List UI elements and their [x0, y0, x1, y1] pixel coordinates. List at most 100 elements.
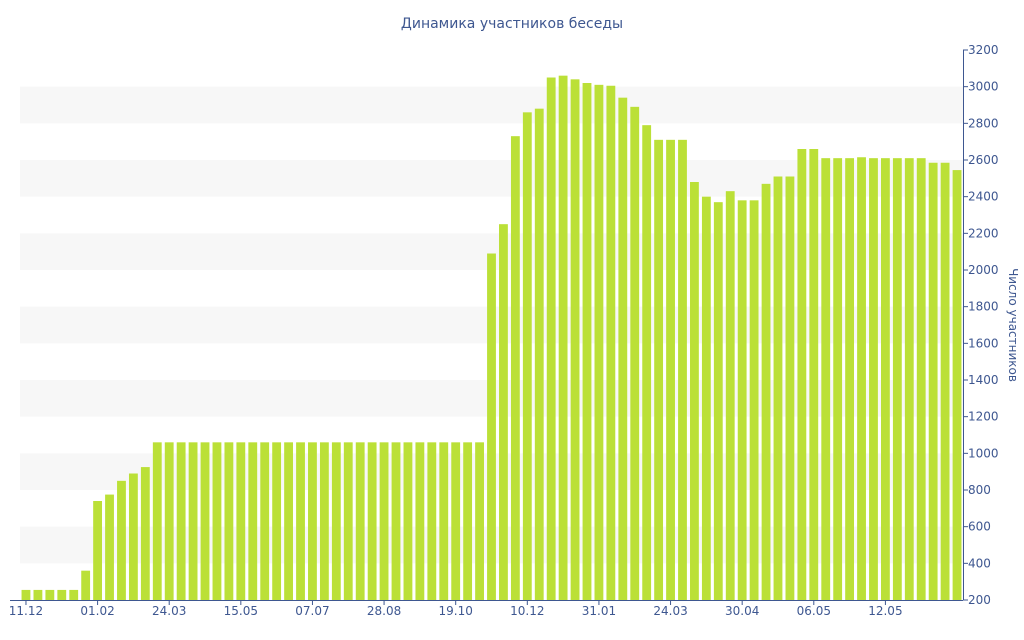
bar [212, 442, 222, 600]
y-tick-label: 1200 [968, 410, 999, 424]
bar [761, 183, 771, 600]
bar [570, 79, 580, 600]
y-tick-label: 600 [968, 520, 991, 534]
bar [308, 442, 317, 600]
y-tick-label: 3200 [968, 43, 999, 57]
bar [749, 200, 759, 600]
bar [57, 589, 67, 600]
bar-series [21, 75, 962, 601]
y-tick-label: 200 [968, 593, 991, 607]
bar [475, 442, 484, 600]
y-axis: 200 400 600 800 1000 1200 1400 1600 1800 2000 2200… [963, 43, 999, 607]
bar [188, 442, 198, 600]
y-tick-label: 2200 [968, 226, 999, 240]
y-tick-label: 1600 [968, 336, 999, 350]
bar [284, 442, 293, 600]
y-tick-label: 800 [968, 483, 991, 497]
bar [880, 158, 890, 601]
bar [367, 442, 377, 600]
y-tick-label: 2800 [968, 116, 999, 130]
bar [487, 253, 496, 600]
bar [785, 176, 795, 600]
bar [654, 139, 664, 600]
bar [857, 157, 866, 600]
bar [439, 442, 449, 600]
bar [176, 442, 186, 600]
bar [773, 176, 783, 600]
bar [69, 589, 79, 600]
bar [33, 589, 43, 600]
x-tick-label: 24.03 [653, 604, 687, 618]
x-axis: 11.12 01.02 24.03 15.05 07.07 28.08 19.10 10.12… [9, 600, 963, 618]
bar [606, 85, 616, 600]
bar [678, 139, 687, 600]
bar [45, 589, 55, 600]
y-tick-label: 2600 [968, 153, 999, 167]
bar [892, 158, 902, 601]
bar [391, 442, 401, 600]
y-tick-label: 2400 [968, 190, 999, 204]
grid-band [20, 86, 963, 124]
bar [128, 473, 138, 600]
y-tick-label: 400 [968, 556, 991, 570]
bar [690, 182, 699, 600]
x-tick-label: 30.04 [725, 604, 759, 618]
chart-title: Динамика участников беседы [401, 16, 623, 32]
bar [952, 170, 962, 600]
bar [105, 494, 114, 600]
bar [117, 480, 126, 600]
bar [869, 158, 878, 601]
y-tick-label: 1000 [968, 446, 999, 460]
bar [713, 202, 723, 601]
bar [427, 442, 437, 600]
bar [343, 442, 353, 600]
bar [666, 139, 675, 600]
bar [224, 442, 234, 600]
x-tick-label: 01.02 [80, 604, 114, 618]
bar [940, 162, 950, 600]
x-tick-label: 28.08 [367, 604, 401, 618]
y-tick-label: 3000 [968, 80, 999, 94]
bar [904, 158, 914, 601]
bar [594, 84, 604, 600]
bar [403, 442, 413, 600]
bar [510, 136, 520, 601]
x-tick-label: 06.05 [797, 604, 831, 618]
bar [451, 442, 461, 600]
bar [152, 442, 162, 600]
bar [582, 83, 592, 600]
bar [21, 589, 31, 600]
bar [200, 442, 210, 600]
bar [833, 158, 843, 601]
bar [379, 442, 389, 600]
bar [845, 158, 855, 601]
x-tick-label: 24.03 [152, 604, 186, 618]
y-tick-label: 1800 [968, 300, 999, 314]
bar [164, 442, 174, 600]
bar [355, 442, 365, 600]
bar [415, 442, 425, 600]
bar [319, 442, 329, 600]
bar [331, 442, 341, 600]
bar [236, 442, 246, 600]
bar [93, 501, 102, 600]
x-tick-label: 12.05 [868, 604, 902, 618]
bar [463, 442, 473, 600]
bar [916, 158, 926, 601]
x-tick-label: 19.10 [439, 604, 473, 618]
bar [140, 467, 150, 600]
x-tick-label: 10.12 [510, 604, 544, 618]
bar [260, 442, 270, 600]
bar [737, 200, 747, 600]
bar [81, 570, 91, 600]
bar [809, 149, 819, 600]
x-tick-label: 31.01 [582, 604, 616, 618]
bar [701, 196, 711, 601]
bar [642, 125, 652, 601]
bar [499, 224, 508, 601]
bar [248, 442, 258, 600]
x-tick-label: 11.12 [9, 604, 43, 618]
bar [272, 442, 282, 600]
bar [797, 149, 807, 600]
